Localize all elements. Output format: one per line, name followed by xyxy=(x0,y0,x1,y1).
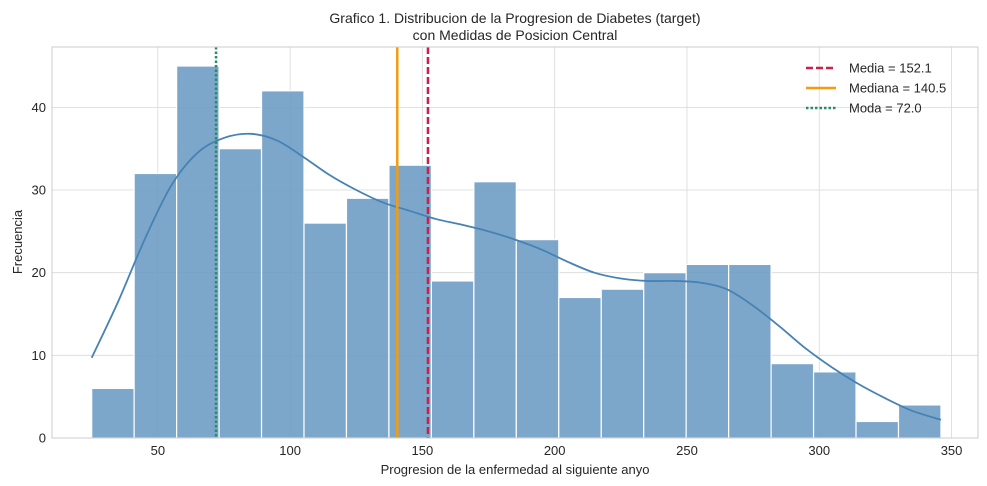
tick-labels: 50 100 150 200 250 300 350 0 10 20 30 40 xyxy=(32,100,963,458)
histogram-bar xyxy=(812,371,857,439)
reference-lines xyxy=(214,47,430,438)
legend-item-mean: Media = 152.1 xyxy=(806,61,932,76)
histogram-bar xyxy=(260,90,305,439)
histogram-bar xyxy=(643,272,687,439)
x-tick-label: 50 xyxy=(151,443,165,458)
histogram-bar xyxy=(473,181,517,439)
kde-curve-group xyxy=(90,132,942,421)
histogram-bar xyxy=(218,148,263,439)
y-tick-label: 20 xyxy=(32,265,46,280)
chart-title-line-2: con Medidas de Posicion Central xyxy=(413,27,618,43)
histogram-bar xyxy=(133,172,178,439)
x-tick-label: 350 xyxy=(941,443,963,458)
histogram-bar xyxy=(855,420,900,439)
kde-curve xyxy=(90,132,942,421)
histogram-bar xyxy=(91,387,135,439)
histogram-bar xyxy=(176,65,220,439)
x-tick-label: 200 xyxy=(544,443,566,458)
y-tick-label: 0 xyxy=(39,431,46,446)
histogram-bar xyxy=(515,239,560,439)
histogram-bar xyxy=(685,263,730,439)
chart-title-line-1: Grafico 1. Distribucion de la Progresion… xyxy=(329,10,700,26)
histogram-bar xyxy=(600,288,645,439)
legend-item-median: Mediana = 140.5 xyxy=(806,81,946,96)
y-tick-label: 10 xyxy=(32,348,46,363)
legend-label: Mediana = 140.5 xyxy=(849,81,946,96)
y-tick-label: 30 xyxy=(32,183,46,198)
legend: Media = 152.1 Mediana = 140.5 Moda = 72.0 xyxy=(806,61,946,116)
histogram-bar xyxy=(770,363,815,439)
legend-label: Media = 152.1 xyxy=(849,61,932,76)
histogram-bar xyxy=(728,263,772,439)
y-tick-label: 40 xyxy=(32,100,46,115)
x-tick-label: 150 xyxy=(412,443,434,458)
y-axis-label: Frecuencia xyxy=(10,209,25,274)
histogram-bar xyxy=(345,197,390,439)
histogram-bar xyxy=(303,222,348,439)
histogram-bar xyxy=(430,280,475,439)
x-tick-label: 300 xyxy=(808,443,830,458)
legend-item-mode: Moda = 72.0 xyxy=(806,101,922,116)
histogram-bars xyxy=(91,65,942,439)
histogram-bar xyxy=(897,404,942,439)
legend-label: Moda = 72.0 xyxy=(849,101,922,116)
x-axis-label: Progresion de la enfermedad al siguiente… xyxy=(381,462,650,477)
plot-frame xyxy=(51,46,979,439)
x-tick-label: 100 xyxy=(279,443,301,458)
histogram-bar xyxy=(558,296,602,439)
x-tick-label: 250 xyxy=(676,443,698,458)
